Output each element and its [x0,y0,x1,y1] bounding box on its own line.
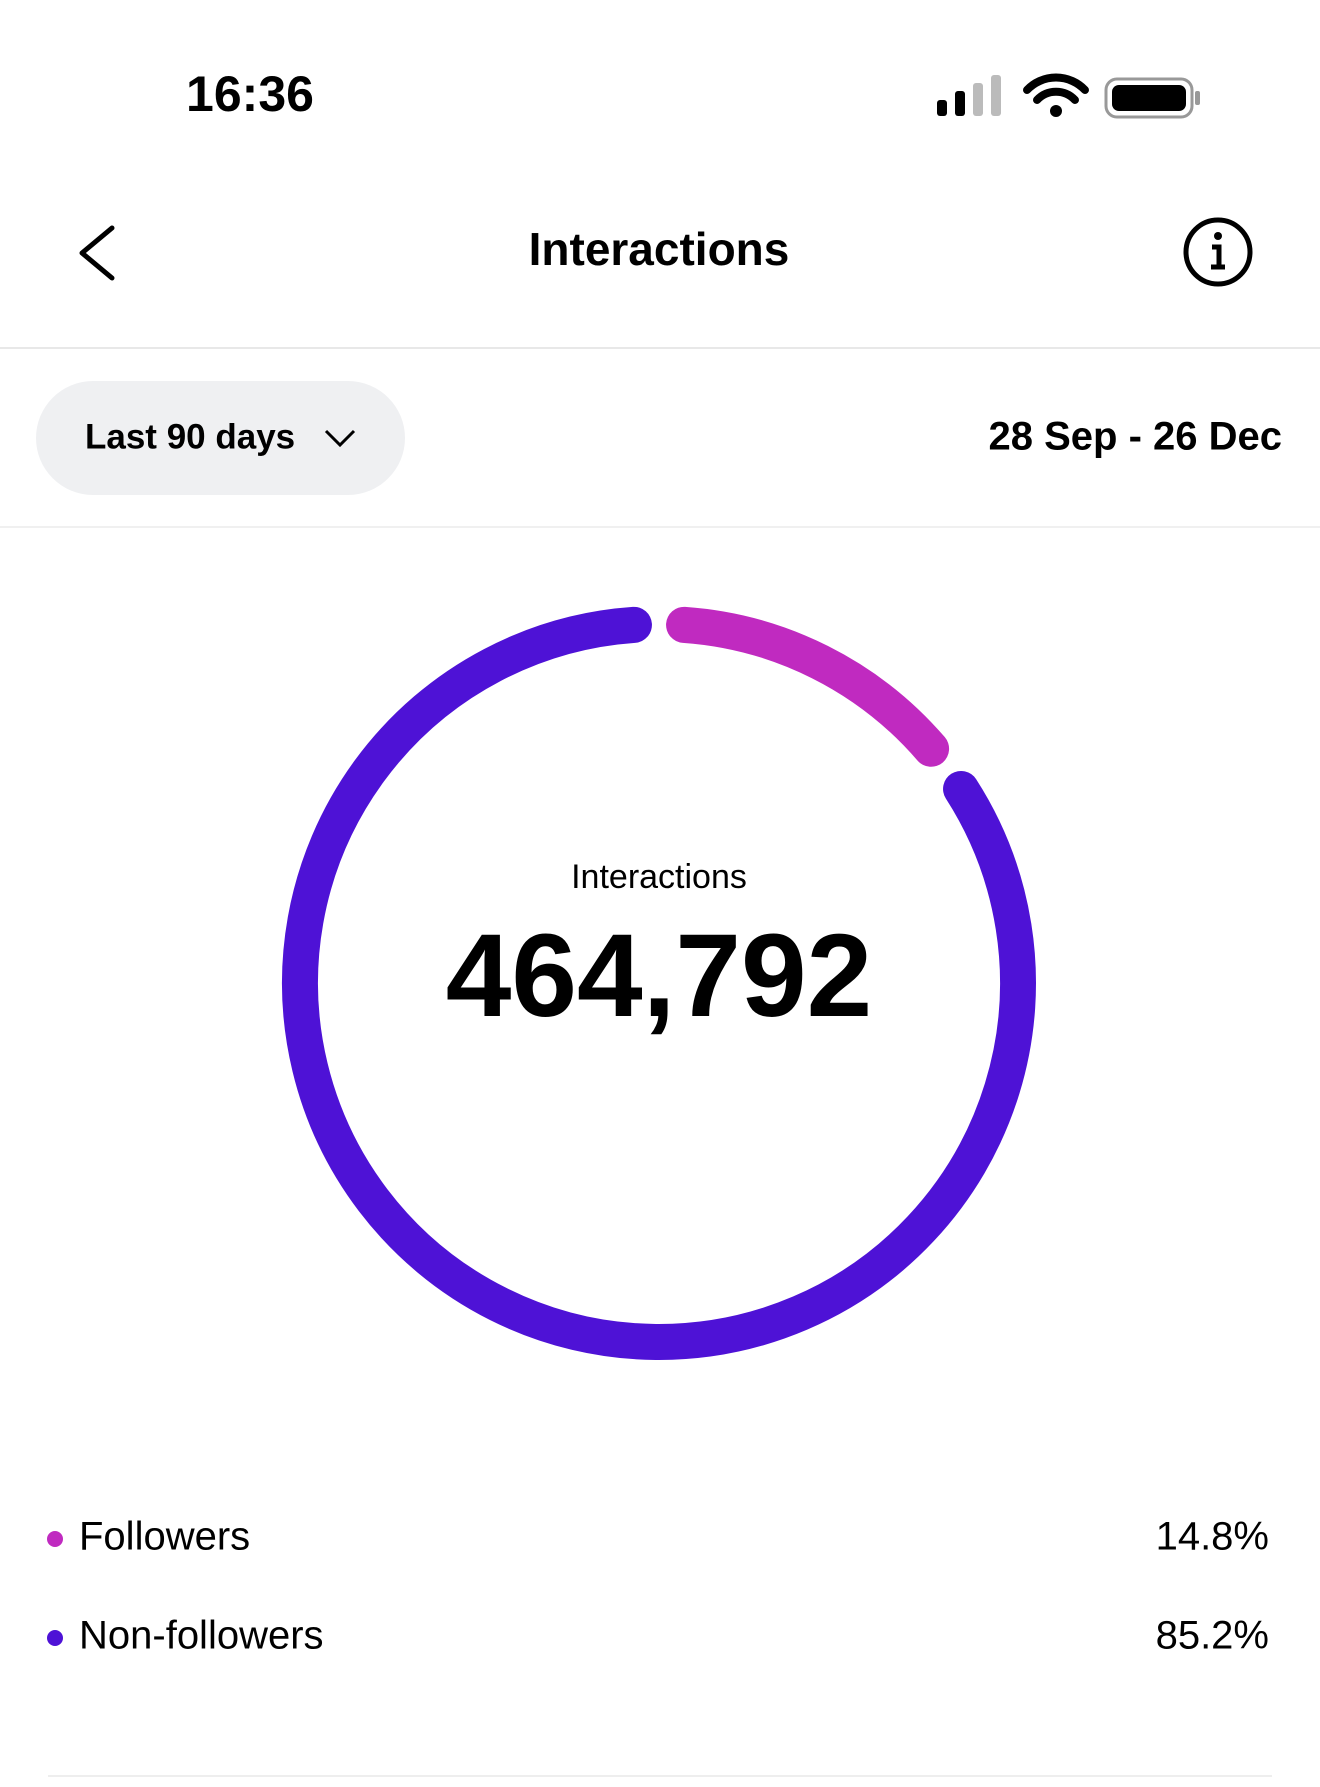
donut-segment [282,606,1036,1360]
back-button[interactable] [79,225,115,281]
header-title: Interactions [529,223,790,275]
center-label: Interactions [571,858,747,896]
status-icons [937,73,1200,119]
legend-marker [47,1630,63,1646]
legend-label: Followers [79,1515,250,1559]
info-button[interactable] [1183,217,1253,287]
legend-marker [47,1531,63,1547]
donut-segment [666,606,950,767]
period-label: Last 90 days [85,417,295,456]
legend-label: Non-followers [79,1614,324,1658]
total-value: 464,792 [446,910,873,1042]
legend-value: 14.8% [1156,1515,1269,1559]
date-range: 28 Sep - 26 Dec [989,415,1283,459]
status-time: 16:36 [186,66,314,122]
legend-value: 85.2% [1156,1614,1269,1658]
period-dropdown[interactable]: Last 90 days [36,381,405,495]
